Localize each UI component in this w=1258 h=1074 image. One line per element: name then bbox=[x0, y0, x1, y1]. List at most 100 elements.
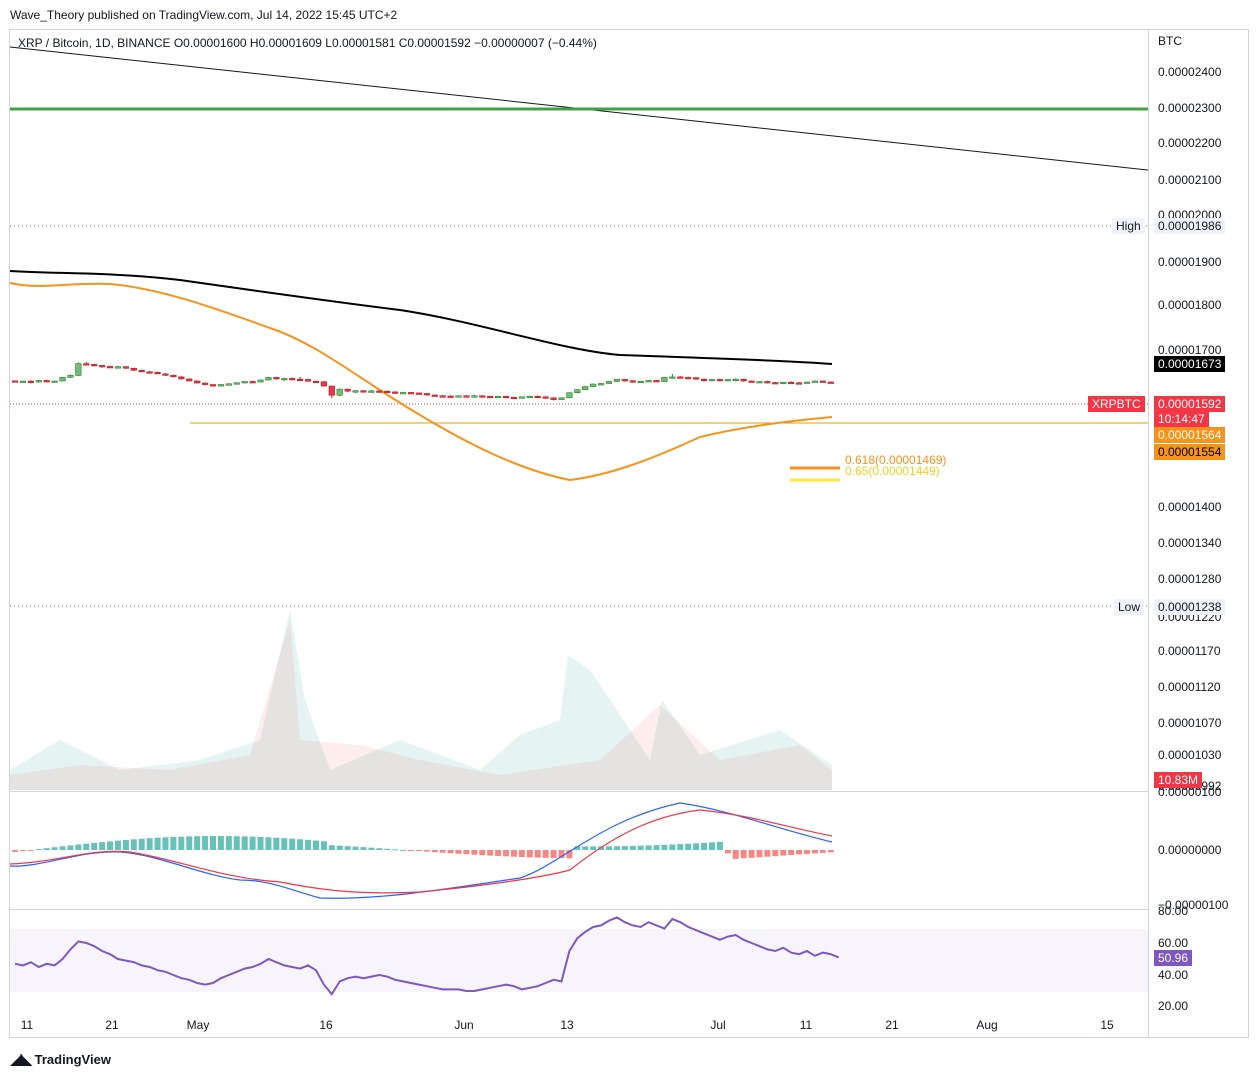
price-tick-label: 0.00001800 bbox=[1158, 298, 1222, 312]
macd-histogram-bar bbox=[99, 842, 106, 850]
candle-body bbox=[479, 395, 486, 398]
macd-histogram-bar bbox=[732, 850, 739, 859]
price-tick-label: 0.00001700 bbox=[1158, 343, 1222, 357]
candle-body bbox=[518, 396, 525, 399]
time-tick-label: 21 bbox=[105, 1018, 119, 1032]
price-tick-label: 0.00001170 bbox=[1158, 644, 1221, 658]
candle-body bbox=[122, 366, 129, 369]
macd-histogram-bar bbox=[740, 850, 747, 859]
macd-histogram-bar bbox=[439, 850, 446, 853]
time-tick-label: Jun bbox=[454, 1018, 474, 1032]
candle-body bbox=[645, 380, 652, 383]
candle-body bbox=[534, 395, 541, 399]
macd-histogram-bar bbox=[27, 850, 34, 851]
price-tick-label: 0.00002300 bbox=[1158, 101, 1222, 115]
candle-body bbox=[265, 377, 272, 381]
macd-histogram-bar bbox=[685, 843, 692, 850]
candle-body bbox=[27, 380, 34, 383]
candle-body bbox=[487, 395, 494, 399]
fib-618-label: 0.618(0.00001469) bbox=[845, 453, 947, 467]
macd-histogram-bar bbox=[154, 837, 161, 850]
candle-body bbox=[336, 388, 343, 396]
macd-histogram-bar bbox=[67, 845, 74, 850]
macd-histogram-bar bbox=[827, 850, 834, 853]
candle-body bbox=[439, 395, 446, 398]
macd-histogram-bar bbox=[479, 850, 486, 856]
candle-body bbox=[661, 377, 668, 382]
candle-body bbox=[788, 381, 795, 385]
candle-body bbox=[407, 392, 415, 395]
macd-histogram-bar bbox=[392, 849, 399, 851]
candle-body bbox=[154, 372, 161, 375]
macd-histogram-bar bbox=[780, 850, 787, 856]
pane-separator-rsi[interactable] bbox=[9, 909, 1149, 910]
symbol-legend[interactable]: XRP / Bitcoin, 1D, BINANCE O0.00001600 H… bbox=[18, 36, 597, 50]
candle-body bbox=[558, 397, 565, 400]
candle-body bbox=[281, 378, 288, 381]
macd-histogram-bar bbox=[542, 850, 549, 858]
macd-histogram-bar bbox=[764, 850, 771, 857]
candle-body bbox=[574, 389, 581, 394]
macd-histogram-bar bbox=[534, 850, 541, 858]
time-tick-label: 11 bbox=[799, 1018, 813, 1032]
macd-histogram-bar bbox=[178, 836, 185, 850]
macd-histogram-bar bbox=[289, 838, 296, 850]
candle-body bbox=[613, 379, 621, 382]
macd-histogram-bar bbox=[819, 850, 826, 853]
candle-body bbox=[526, 395, 533, 399]
candle-body bbox=[146, 371, 153, 374]
macd-histogram-bar bbox=[796, 850, 803, 855]
macd-histogram-bar bbox=[186, 836, 193, 850]
time-tick-label: 11 bbox=[20, 1018, 34, 1032]
candle-body bbox=[756, 381, 763, 384]
signal-line bbox=[9, 809, 833, 894]
candle-body bbox=[352, 390, 359, 393]
candle-body bbox=[194, 380, 201, 384]
macd-histogram-bar bbox=[487, 850, 494, 856]
macd-histogram-bar bbox=[550, 850, 557, 858]
ma200-line bbox=[9, 270, 833, 365]
low-value: 0.00001238 bbox=[1154, 599, 1226, 615]
macd-histogram-bar bbox=[202, 836, 209, 850]
candle-body bbox=[732, 378, 739, 381]
candle-body bbox=[297, 378, 304, 381]
macd-histogram-bar bbox=[653, 845, 660, 850]
macd-histogram-bar bbox=[804, 850, 810, 854]
macd-histogram-bar bbox=[716, 841, 723, 850]
macd-histogram-bar bbox=[107, 841, 114, 850]
candle-body bbox=[542, 396, 549, 399]
macd-histogram-bar bbox=[471, 850, 478, 855]
candle-body bbox=[273, 377, 280, 380]
macd-histogram-bar bbox=[724, 850, 731, 854]
macd-histogram-bar bbox=[423, 850, 430, 852]
macd-histogram-bar bbox=[431, 850, 438, 853]
tradingview-brand[interactable]: ◢◣ TradingView bbox=[10, 1049, 111, 1069]
macd-histogram-bar bbox=[368, 847, 375, 850]
macd-histogram-bar bbox=[210, 836, 216, 850]
macd-histogram-bar bbox=[344, 846, 351, 850]
fib-65-label: 0.65(0.00001449) bbox=[845, 464, 940, 478]
ma200-price-tag: 0.00001673 bbox=[1154, 356, 1226, 372]
chart-frame bbox=[9, 29, 1249, 1038]
candle-body bbox=[328, 385, 335, 396]
macd-histogram-bar bbox=[748, 850, 755, 858]
rsi-tick-label: 20.00 bbox=[1158, 999, 1189, 1013]
macd-histogram-bar bbox=[582, 846, 589, 850]
price-axis-separator bbox=[1148, 29, 1149, 1038]
low-label: Low bbox=[1114, 599, 1145, 615]
candle-body bbox=[677, 376, 684, 379]
candle-body bbox=[693, 377, 700, 380]
macd-histogram-bar bbox=[376, 848, 383, 850]
candle-body bbox=[201, 382, 209, 385]
candle-body bbox=[748, 380, 755, 383]
candle-body bbox=[11, 380, 19, 383]
high-value: 0.00001986 bbox=[1154, 218, 1226, 234]
macd-histogram-bar bbox=[701, 842, 708, 850]
candle-body bbox=[91, 364, 98, 367]
level-price-tag: 0.00001564 bbox=[1154, 427, 1226, 443]
pane-separator-macd[interactable] bbox=[9, 791, 1149, 792]
macd-histogram-bar bbox=[606, 846, 612, 850]
macd-histogram-bar bbox=[320, 841, 327, 850]
macd-histogram-bar bbox=[637, 845, 644, 850]
